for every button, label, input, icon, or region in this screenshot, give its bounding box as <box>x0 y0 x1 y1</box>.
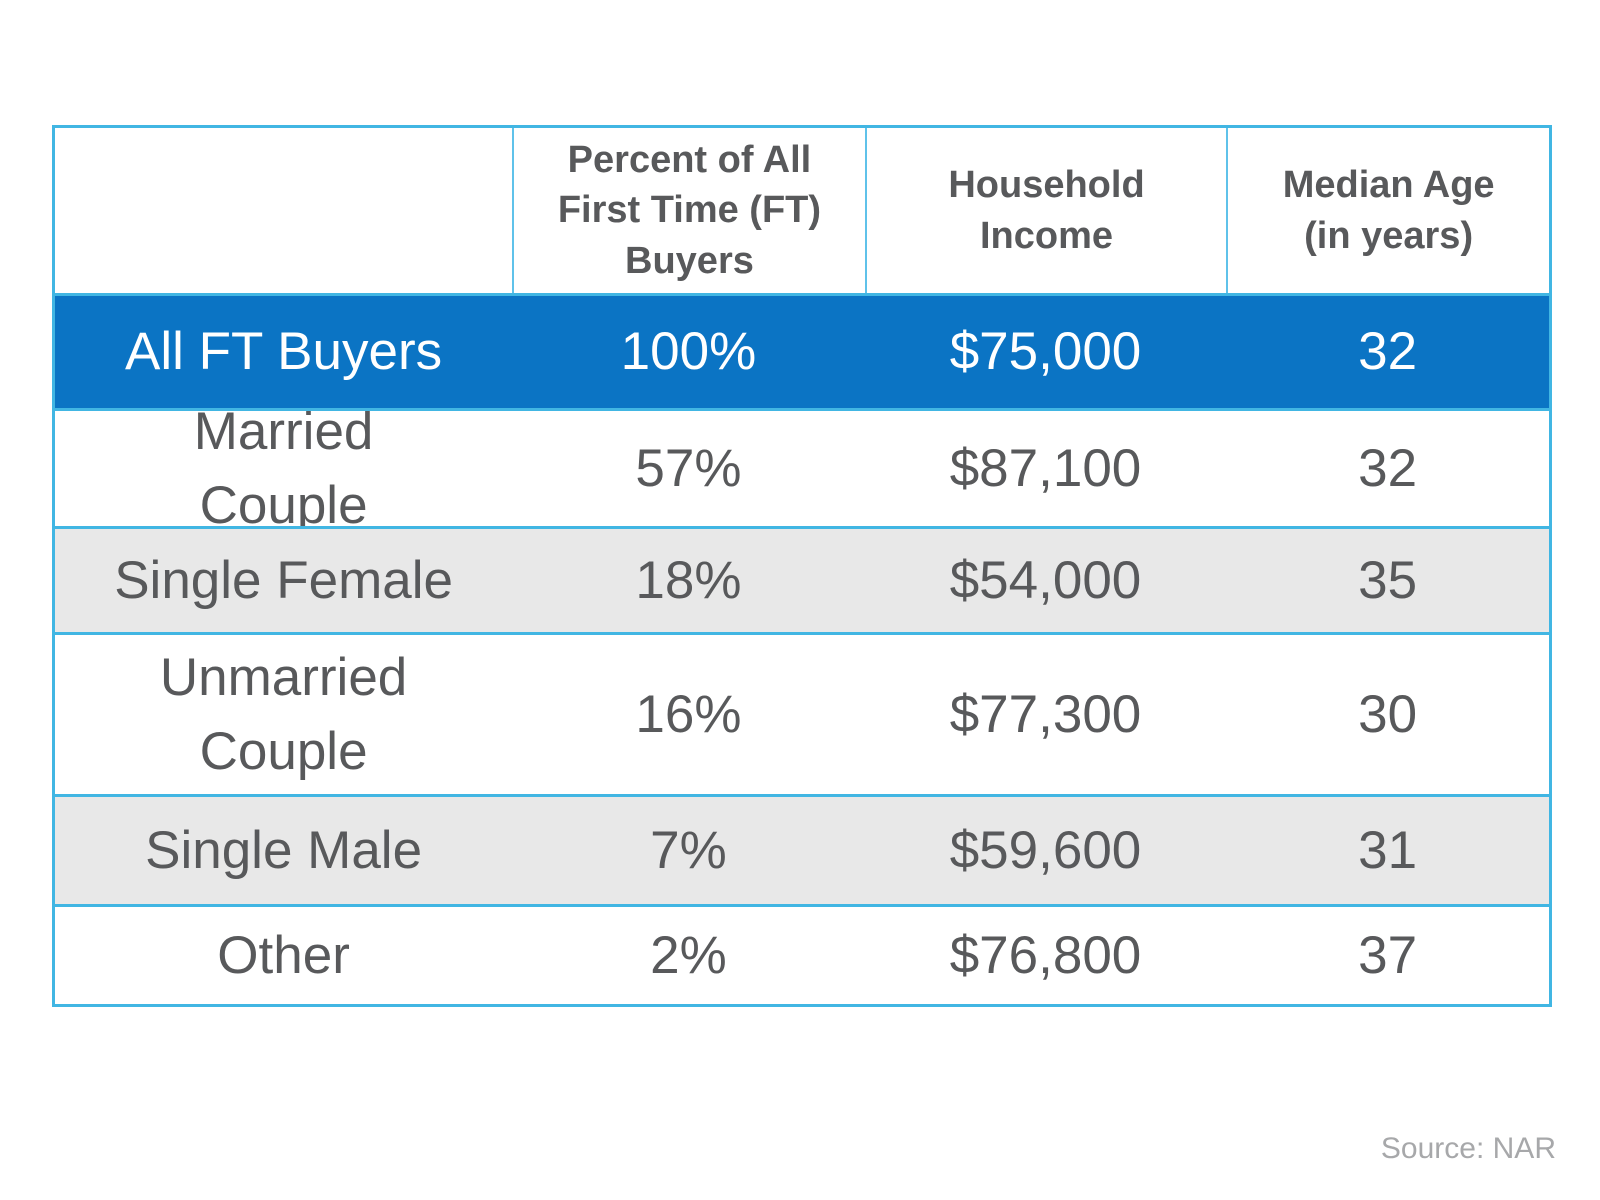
row-percent-cell: 2% <box>512 907 865 1004</box>
row-label-cell: Married Couple <box>55 411 512 526</box>
column-header-category <box>55 128 512 293</box>
row-income-value: $76,800 <box>949 925 1142 985</box>
table-row-unmarried-couple: Unmarried Couple 16% $77,300 30 <box>55 632 1549 794</box>
row-age-cell: 32 <box>1226 296 1549 408</box>
row-percent-value: 16% <box>635 684 742 744</box>
row-label: All FT Buyers <box>125 322 443 382</box>
column-header-income-label: Household Income <box>948 164 1145 257</box>
row-percent-cell: 7% <box>512 797 865 904</box>
row-label-cell: Single Male <box>55 797 512 904</box>
row-label: Single Male <box>145 820 423 880</box>
table-row-single-female: Single Female 18% $54,000 35 <box>55 526 1549 632</box>
row-percent-value: 7% <box>650 820 727 880</box>
row-label: Other <box>217 925 350 985</box>
table-row-married-couple: Married Couple 57% $87,100 32 <box>55 408 1549 526</box>
table-row-single-male: Single Male 7% $59,600 31 <box>55 794 1549 904</box>
row-income-cell: $75,000 <box>865 296 1227 408</box>
table-row-all-ft-buyers: All FT Buyers 100% $75,000 32 <box>55 293 1549 408</box>
row-income-cell: $59,600 <box>865 797 1227 904</box>
row-income-value: $87,100 <box>949 438 1142 498</box>
row-percent-value: 2% <box>650 925 727 985</box>
row-percent-cell: 16% <box>512 635 865 794</box>
row-label-cell: Single Female <box>55 529 512 632</box>
row-label-cell: Unmarried Couple <box>55 635 512 794</box>
column-header-percent: Percent of All First Time (FT) Buyers <box>512 128 865 293</box>
row-percent-cell: 100% <box>512 296 865 408</box>
row-age-value: 32 <box>1358 438 1418 498</box>
row-age-cell: 31 <box>1226 797 1549 904</box>
row-income-cell: $54,000 <box>865 529 1227 632</box>
row-percent-cell: 18% <box>512 529 865 632</box>
row-age-value: 32 <box>1358 322 1418 382</box>
row-label: Married Couple <box>193 411 374 526</box>
row-percent-value: 18% <box>635 550 742 610</box>
row-income-cell: $77,300 <box>865 635 1227 794</box>
row-label: Single Female <box>114 550 453 610</box>
row-label: Unmarried Couple <box>159 648 408 781</box>
row-income-cell: $87,100 <box>865 411 1227 526</box>
row-income-cell: $76,800 <box>865 907 1227 1004</box>
table-row-other: Other 2% $76,800 37 <box>55 904 1549 1004</box>
row-income-value: $54,000 <box>949 550 1142 610</box>
row-percent-value: 100% <box>620 322 757 382</box>
column-header-age: Median Age (in years) <box>1226 128 1549 293</box>
row-income-value: $59,600 <box>949 820 1142 880</box>
source-attribution: Source: NAR <box>1380 1132 1556 1165</box>
row-label-cell: All FT Buyers <box>55 296 512 408</box>
row-income-value: $75,000 <box>949 322 1142 382</box>
row-percent-value: 57% <box>635 438 742 498</box>
row-percent-cell: 57% <box>512 411 865 526</box>
row-income-value: $77,300 <box>949 684 1142 744</box>
row-age-value: 35 <box>1358 550 1418 610</box>
column-header-income: Household Income <box>864 128 1227 293</box>
row-age-cell: 32 <box>1226 411 1549 526</box>
row-label-cell: Other <box>55 907 512 1004</box>
row-age-value: 31 <box>1358 820 1418 880</box>
column-header-age-label: Median Age (in years) <box>1282 164 1495 257</box>
row-age-value: 30 <box>1358 684 1418 744</box>
first-time-buyers-table: Percent of All First Time (FT) Buyers Ho… <box>52 125 1552 1007</box>
row-age-cell: 35 <box>1226 529 1549 632</box>
column-header-percent-label: Percent of All First Time (FT) Buyers <box>557 139 822 282</box>
row-age-value: 37 <box>1358 925 1418 985</box>
row-age-cell: 30 <box>1226 635 1549 794</box>
table-header-row: Percent of All First Time (FT) Buyers Ho… <box>55 128 1549 293</box>
row-age-cell: 37 <box>1226 907 1549 1004</box>
